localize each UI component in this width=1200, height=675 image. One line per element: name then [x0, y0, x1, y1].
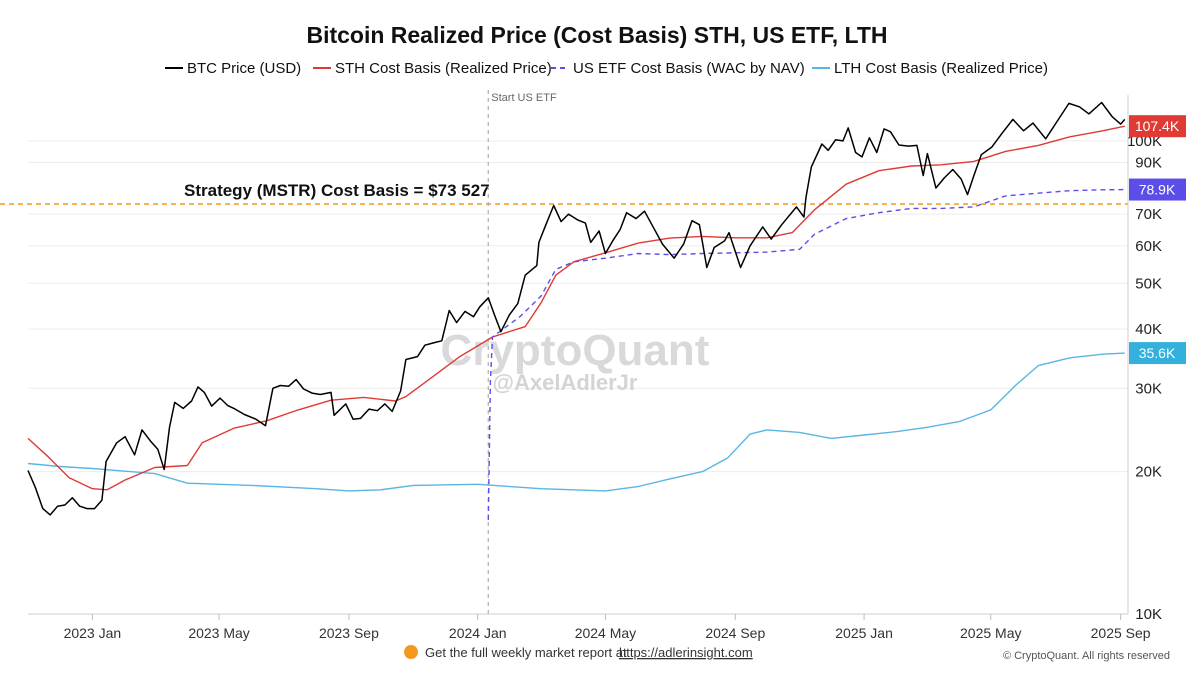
watermark-handle: @AxelAdlerJr — [493, 370, 638, 395]
y-tick-label: 40K — [1135, 321, 1162, 338]
y-tick-label: 20K — [1135, 464, 1162, 481]
y-tick-label: 90K — [1135, 155, 1162, 172]
y-tick-label: 10K — [1135, 606, 1162, 623]
value-badge: 35.6K — [1129, 342, 1186, 365]
legend-item: LTH Cost Basis (Realized Price) — [812, 60, 1048, 77]
legend-label: BTC Price (USD) — [187, 60, 301, 77]
value-badge-bg — [1129, 115, 1186, 138]
y-tick-label: 50K — [1135, 275, 1162, 292]
x-tick-label: 2024 Sep — [705, 625, 765, 641]
footer-link[interactable]: https://adlerinsight.com — [619, 645, 753, 660]
x-tick-label: 2023 May — [188, 625, 249, 641]
legend-item: STH Cost Basis (Realized Price) — [313, 60, 552, 77]
etf-start-label: Start US ETF — [491, 92, 557, 104]
legend-label: LTH Cost Basis (Realized Price) — [834, 60, 1048, 77]
copyright-text: © CryptoQuant. All rights reserved — [1003, 650, 1170, 662]
value-badges: 107.4K 78.9K 35.6K — [1129, 115, 1186, 365]
x-tick-label: 2024 Jan — [449, 625, 507, 641]
y-tick-label: 70K — [1135, 206, 1162, 223]
series-group — [27, 101, 1126, 521]
value-badge-label: 78.9K — [1139, 182, 1176, 198]
x-tick-label: 2024 May — [575, 625, 636, 641]
x-tick-label: 2023 Sep — [319, 625, 379, 641]
legend-label: STH Cost Basis (Realized Price) — [335, 60, 552, 77]
legend-label: US ETF Cost Basis (WAC by NAV) — [573, 60, 805, 77]
y-tick-label: 60K — [1135, 238, 1162, 255]
x-tick-label: 2023 Jan — [64, 625, 122, 641]
x-tick-label: 2025 May — [960, 625, 1021, 641]
y-tick-label: 30K — [1135, 380, 1162, 397]
x-tick-label: 2025 Jan — [835, 625, 893, 641]
watermark-brand: CryptoQuant — [441, 326, 710, 375]
reference-lines: Strategy (MSTR) Cost Basis = $73 527 Star… — [0, 90, 1128, 614]
x-tick-label: 2025 Sep — [1091, 625, 1151, 641]
mstr-cost-basis-label: Strategy (MSTR) Cost Basis = $73 527 — [184, 181, 490, 200]
watermark: CryptoQuant @AxelAdlerJr — [441, 326, 710, 395]
lth-cost-basis-line — [27, 352, 1125, 492]
footer: Get the full weekly market report at htt… — [404, 645, 1170, 662]
value-badge-label: 107.4K — [1135, 118, 1180, 134]
legend: BTC Price (USD) STH Cost Basis (Realized … — [165, 60, 1048, 77]
value-badge-bg — [1129, 178, 1186, 201]
value-badge-bg — [1129, 342, 1186, 365]
orange-dot-icon — [404, 645, 418, 659]
value-badge-label: 35.6K — [1139, 345, 1176, 361]
btc-price-line — [27, 101, 1126, 516]
legend-item: BTC Price (USD) — [165, 60, 301, 77]
footer-text: Get the full weekly market report at — [425, 645, 627, 660]
value-badge: 107.4K — [1129, 115, 1186, 138]
chart-title: Bitcoin Realized Price (Cost Basis) STH,… — [306, 22, 887, 48]
legend-item: US ETF Cost Basis (WAC by NAV) — [551, 60, 805, 77]
value-badge: 78.9K — [1129, 178, 1186, 201]
grid — [28, 140, 1128, 615]
